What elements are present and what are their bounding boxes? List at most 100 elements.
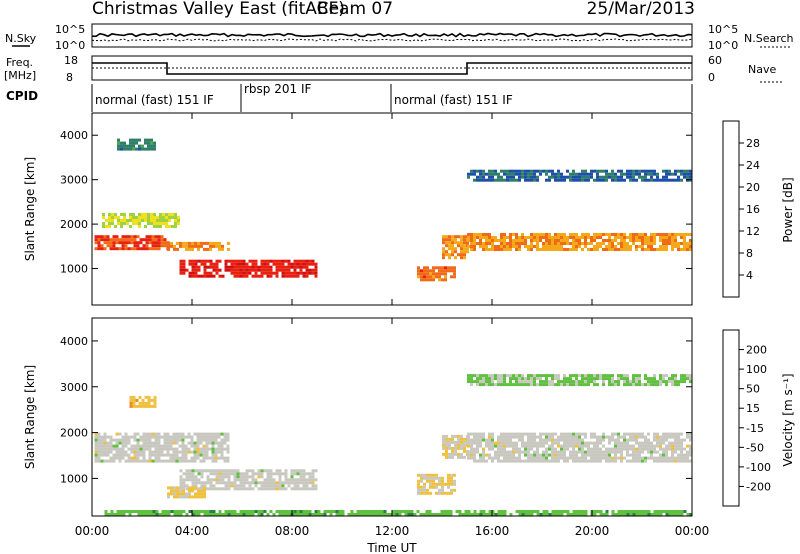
colorbar-tick-label: 20: [746, 181, 760, 194]
echo-cell-6: [527, 435, 530, 439]
echo-cell-5: [453, 266, 456, 270]
echo-cell-0: [109, 247, 113, 251]
echo-cell-8: [527, 169, 530, 173]
echo-cell-7: [641, 239, 644, 242]
nsky-line: [91, 32, 693, 38]
echo-cell-8: [509, 175, 512, 179]
echo-cell-0: [118, 459, 122, 463]
echo-cell-6: [524, 432, 527, 436]
echo-cell-1: [108, 216, 111, 219]
echo-cell-7: [644, 236, 647, 239]
echo-cell-8: [683, 510, 687, 513]
echo-cell-4: [254, 268, 258, 272]
echo-cell-0: [133, 435, 137, 439]
echo-cell-1: [275, 481, 279, 485]
echo-cell-0: [136, 447, 140, 451]
echo-cell-1: [185, 487, 189, 491]
echo-cell-6: [509, 459, 512, 463]
echo-cell-5: [447, 266, 450, 270]
echo-cell-7: [587, 377, 590, 381]
echo-cell-6: [626, 441, 629, 445]
echo-cell-0: [154, 456, 158, 460]
echo-cell-7: [677, 380, 680, 384]
echo-cell-6: [448, 244, 451, 248]
echo-cell-6: [554, 456, 557, 460]
echo-cell-0: [181, 432, 185, 436]
echo-cell-7: [575, 377, 578, 381]
echo-cell-1: [278, 475, 282, 479]
echo-cell-6: [671, 435, 674, 439]
echo-cell-7: [653, 248, 656, 251]
echo-cell-0: [214, 453, 218, 457]
echo-cell-7: [668, 242, 671, 245]
echo-cell-0: [133, 459, 137, 463]
echo-cell-8: [530, 172, 533, 176]
echo-cell-0: [148, 459, 152, 463]
echo-cell-8: [632, 178, 635, 182]
echo-cell-8: [374, 513, 378, 516]
echo-cell-6: [491, 456, 494, 460]
echo-cell-7: [689, 377, 692, 381]
echo-cell-0: [223, 441, 227, 445]
echo-cell-4: [251, 274, 255, 278]
echo-cell-8: [518, 169, 521, 173]
echo-cell-8: [380, 513, 384, 516]
echo-cell-7: [560, 380, 563, 384]
colorbar-tick-label: 12: [746, 225, 760, 238]
echo-cell-6: [500, 450, 503, 454]
echo-cell-7: [533, 236, 536, 239]
echo-cell-6: [512, 450, 515, 454]
echo-cell-1: [135, 222, 138, 225]
echo-cell-8: [647, 510, 651, 513]
echo-cell-7: [563, 380, 566, 384]
velocity-heatmap: [94, 374, 693, 516]
echo-cell-6: [566, 435, 569, 439]
echo-cell-1: [191, 469, 195, 473]
echo-cell-8: [410, 510, 414, 513]
echo-cell-7: [572, 239, 575, 242]
echo-cell-6: [563, 438, 566, 442]
echo-cell-6: [587, 447, 590, 451]
echo-cell-4: [441, 479, 444, 483]
echo-cell-8: [536, 178, 539, 182]
echo-cell-8: [227, 513, 231, 516]
echo-cell-2: [191, 495, 194, 499]
echo-cell-1: [269, 475, 273, 479]
echo-cell-6: [659, 444, 662, 448]
echo-cell-0: [115, 453, 119, 457]
echo-cell-1: [305, 484, 309, 488]
echo-cell-0: [202, 438, 206, 442]
echo-cell-8: [356, 510, 360, 513]
echo-cell-5: [432, 269, 435, 273]
echo-cell-7: [479, 233, 482, 236]
echo-cell-0: [199, 447, 203, 451]
echo-cell-6: [479, 459, 482, 463]
echo-cell-6: [662, 438, 665, 442]
echo-cell-0: [100, 247, 104, 251]
echo-cell-1: [230, 469, 234, 473]
echo-cell-6: [536, 450, 539, 454]
echo-cell-8: [503, 169, 506, 173]
echo-cell-1: [177, 219, 180, 222]
echo-cell-8: [620, 178, 623, 182]
echo-cell-7: [551, 236, 554, 239]
echo-cell-5: [460, 452, 463, 456]
echo-cell-4: [248, 268, 252, 272]
echo-cell-6: [539, 456, 542, 460]
echo-cell-4: [450, 476, 453, 480]
echo-cell-7: [689, 374, 692, 378]
echo-cell-8: [557, 172, 560, 176]
echo-cell-6: [671, 447, 674, 451]
echo-cell-0: [136, 241, 140, 245]
echo-cell-7: [617, 242, 620, 245]
echo-cell-2: [129, 147, 132, 151]
echo-cell-2: [173, 492, 176, 496]
echo-cell-4: [230, 271, 234, 275]
echo-cell-0: [217, 444, 221, 448]
echo-cell-3: [203, 247, 206, 251]
echo-cell-0: [169, 444, 173, 448]
echo-cell-6: [448, 238, 451, 242]
echo-cell-6: [463, 241, 466, 245]
echo-cell-8: [239, 510, 243, 513]
